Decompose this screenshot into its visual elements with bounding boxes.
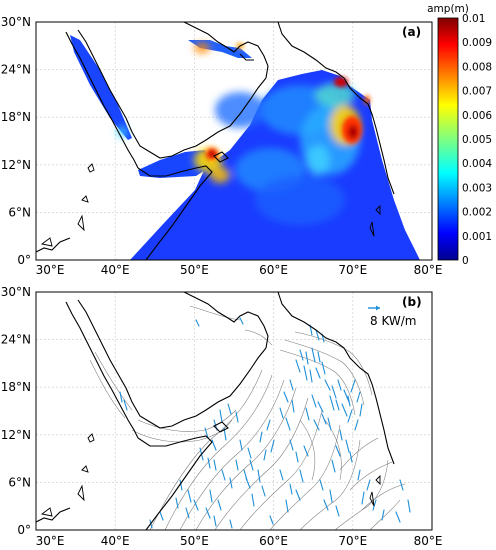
- panel-a-xtick-0: 30°E: [36, 263, 65, 277]
- colorbar-ticks: 0 0.001 0.002 0.003 0.004 0.005 0.006 0.…: [462, 13, 492, 267]
- panel-b-ytick-1: 6°N: [8, 475, 31, 489]
- panel-a-frame: [35, 21, 433, 261]
- panel-a-label: (a): [402, 25, 421, 39]
- panel-a: (a) 0° 6°N 12°N 18°N 24°N 30°N 30°E 40°E…: [1, 15, 443, 277]
- energy-flux-vectors: [119, 317, 411, 529]
- panel-a-xtick-5: 80°E: [414, 263, 443, 277]
- panel-a-ytick-4: 24°N: [1, 63, 31, 77]
- panel-a-ytick-3: 18°N: [1, 110, 31, 124]
- panel-a-ytick-5: 30°N: [1, 15, 31, 29]
- panel-a-coastline: [36, 22, 395, 260]
- colorbar-tick-0: 0: [462, 255, 469, 267]
- colorbar-tick-2: 0.002: [462, 207, 492, 219]
- panel-a-xtick-2: 50°E: [180, 263, 209, 277]
- panel-a-ytick-1: 6°N: [8, 205, 31, 219]
- panel-b-islands: [40, 433, 381, 517]
- panel-b-coastline: [36, 292, 395, 530]
- panel-b-ytick-3: 18°N: [1, 380, 31, 394]
- gulf-of-aden-field: [138, 150, 212, 178]
- reference-vector-arrowhead: [376, 305, 380, 311]
- panel-a-xtick-1: 40°E: [101, 263, 130, 277]
- panel-b-xtick-3: 60°E: [259, 534, 288, 548]
- reference-vector-label: 8 KW/m: [370, 314, 417, 328]
- colorbar-tick-9: 0.009: [462, 37, 492, 49]
- panel-b-ytick-5: 30°N: [1, 285, 31, 299]
- panel-b-xtick-5: 80°E: [414, 534, 443, 548]
- panel-b: 8 KW/m (b) 0° 6°N 12°N 18°N 24°N 30°N 30…: [1, 285, 443, 548]
- panel-a-xtick-3: 60°E: [259, 263, 288, 277]
- colorbar-tick-10: 0.01: [462, 13, 485, 25]
- red-sea-field: [70, 35, 132, 140]
- panel-b-ytick-2: 12°N: [1, 428, 31, 442]
- panel-a-xtick-4: 70°E: [338, 263, 367, 277]
- panel-a-y-ticks: 0° 6°N 12°N 18°N 24°N 30°N: [1, 15, 31, 267]
- colorbar-tick-3: 0.003: [462, 182, 492, 194]
- panel-b-ytick-0: 0°: [17, 523, 31, 537]
- colorbar-tick-5: 0.005: [462, 134, 492, 146]
- colorbar-title: amp(m): [427, 3, 469, 15]
- panel-b-frame: [35, 291, 433, 531]
- colorbar-tick-6: 0.006: [462, 110, 492, 122]
- colorbar-tick-1: 0.001: [462, 231, 492, 243]
- reference-vector: 8 KW/m: [368, 305, 417, 328]
- panel-a-x-ticks: 30°E 40°E 50°E 60°E 70°E 80°E: [36, 263, 443, 277]
- panel-b-gridlines: [36, 292, 432, 530]
- colorbar-tick-4: 0.004: [462, 158, 492, 170]
- colorbar: amp(m) 0 0.001 0.002 0.003 0.004 0.005 0…: [427, 3, 492, 267]
- panel-a-ytick-2: 12°N: [1, 158, 31, 172]
- panel-b-ytick-4: 24°N: [1, 333, 31, 347]
- colorbar-gradient: [437, 17, 459, 261]
- panel-b-x-ticks: 30°E 40°E 50°E 60°E 70°E 80°E: [36, 534, 443, 548]
- panel-b-label: (b): [402, 295, 422, 309]
- panel-b-xtick-4: 70°E: [338, 534, 367, 548]
- colorbar-tick-7: 0.007: [462, 86, 492, 98]
- amplitude-heatmap: [70, 35, 420, 260]
- panel-b-xtick-1: 40°E: [101, 534, 130, 548]
- colorbar-tick-8: 0.008: [462, 61, 492, 73]
- amplitude-hotspots: [206, 43, 370, 160]
- panel-b-y-ticks: 0° 6°N 12°N 18°N 24°N 30°N: [1, 285, 31, 537]
- panel-a-ytick-0: 0°: [17, 253, 31, 267]
- panel-b-frame-bg: [36, 292, 432, 530]
- panel-a-islands: [40, 163, 381, 247]
- bathymetry-contours: [89, 305, 406, 530]
- panel-b-xtick-0: 30°E: [36, 534, 65, 548]
- panel-b-xtick-2: 50°E: [180, 534, 209, 548]
